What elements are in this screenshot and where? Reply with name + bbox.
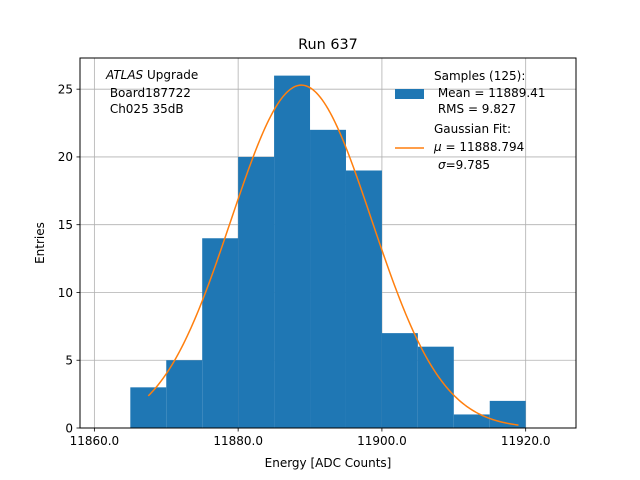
legend-fit-title: Gaussian Fit: xyxy=(434,122,511,136)
histogram-bar xyxy=(202,238,239,428)
y-tick-label: 25 xyxy=(58,82,73,96)
histogram-bar xyxy=(345,170,382,428)
y-tick-label: 20 xyxy=(58,150,73,164)
fit-curve xyxy=(147,84,519,426)
histogram-bar xyxy=(274,75,311,428)
legend-hist-mean: Mean = 11889.41 xyxy=(434,86,545,100)
y-tick-label: 10 xyxy=(58,286,73,300)
x-tick-label: 11920.0 xyxy=(501,434,551,448)
legend-fit-sigma: σ=9.785 xyxy=(438,158,490,172)
histogram-bar xyxy=(238,156,275,428)
x-axis-label: Energy [ADC Counts] xyxy=(265,456,392,470)
histogram-bar xyxy=(310,129,346,429)
chart-title: Run 637 xyxy=(298,37,358,53)
histogram-bars xyxy=(130,75,526,429)
legend: Samples (125): Mean = 11889.41 RMS = 9.8… xyxy=(395,69,545,172)
legend-hist-title: Samples (125): xyxy=(434,69,525,83)
y-tick-label: 0 xyxy=(65,421,73,435)
gaussian-fit xyxy=(147,84,519,426)
annotation-channel: Ch025 35dB xyxy=(106,102,184,116)
y-axis-ticks: 0 5 10 15 20 25 xyxy=(58,82,80,435)
annotation-board: Board187722 xyxy=(106,86,191,100)
y-axis-label: Entries xyxy=(33,222,47,264)
atlas-annotation: ATLAS Upgrade Board187722 Ch025 35dB xyxy=(105,68,198,116)
x-tick-label: 11880.0 xyxy=(213,434,263,448)
annotation-upgrade: Upgrade xyxy=(143,68,198,82)
histogram-bar xyxy=(381,333,418,428)
legend-hist-rms: RMS = 9.827 xyxy=(434,102,516,116)
legend-mu-value: = 11888.794 xyxy=(442,140,525,154)
x-axis-ticks: 11860.0 11880.0 11900.0 11920.0 xyxy=(70,428,551,448)
histogram-bar xyxy=(417,346,454,428)
plot-frame xyxy=(79,57,577,429)
legend-sigma-value: =9.785 xyxy=(446,158,490,172)
legend-fit-mu: μ = 11888.794 xyxy=(433,140,524,154)
histogram-bar xyxy=(453,414,490,428)
annotation-atlas: ATLAS xyxy=(105,68,144,82)
annotation-line-1: ATLAS Upgrade xyxy=(105,68,198,82)
x-tick-label: 11900.0 xyxy=(357,434,407,448)
y-tick-label: 15 xyxy=(58,218,73,232)
legend-mu-symbol: μ xyxy=(433,140,442,154)
x-tick-label: 11860.0 xyxy=(70,434,120,448)
histogram-bar xyxy=(166,360,203,428)
legend-hist-swatch xyxy=(395,89,424,99)
histogram-bar xyxy=(130,387,167,428)
y-tick-label: 5 xyxy=(65,354,73,368)
legend-sigma-symbol: σ xyxy=(438,158,446,172)
